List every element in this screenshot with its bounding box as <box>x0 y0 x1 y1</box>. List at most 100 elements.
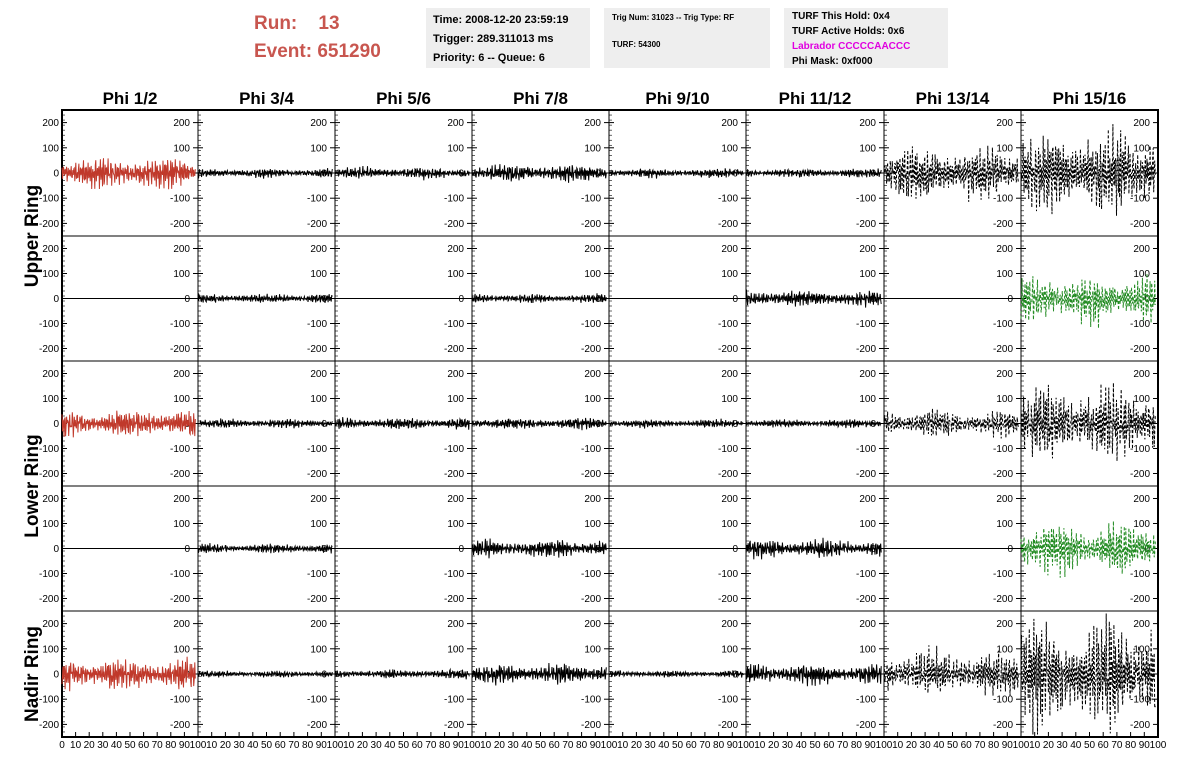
y-tick-label: -200 <box>39 469 59 480</box>
waveform-series <box>197 670 333 678</box>
y-tick-label: 100 <box>173 644 190 655</box>
y-tick-label: 100 <box>721 644 738 655</box>
event-value: 651290 <box>317 41 381 62</box>
x-tick-label: 20 <box>220 740 232 751</box>
y-tick-label: -100 <box>581 194 601 205</box>
waveform-series <box>1020 613 1156 735</box>
x-tick-label: 40 <box>247 740 259 751</box>
run-value: 13 <box>318 13 340 34</box>
y-tick-label: -200 <box>39 344 59 355</box>
turf-text: TURF: 54300 <box>612 40 661 49</box>
waveform-series <box>1020 382 1156 462</box>
x-tick-label: 100 <box>1013 740 1030 751</box>
y-tick-label: 200 <box>996 369 1013 380</box>
y-tick-label: -200 <box>1130 469 1150 480</box>
y-tick-label: 100 <box>42 143 59 154</box>
run-row: Run: 13 <box>254 10 381 38</box>
y-tick-label: -100 <box>170 695 190 706</box>
y-tick-label: -100 <box>718 444 738 455</box>
y-tick-label: -200 <box>170 219 190 230</box>
x-tick-label: 80 <box>302 740 314 751</box>
row-label: Upper Ring <box>22 185 43 287</box>
y-tick-label: -100 <box>993 194 1013 205</box>
waveform-series <box>471 293 607 304</box>
y-tick-label: 100 <box>859 394 876 405</box>
x-tick-label: 30 <box>234 740 246 751</box>
y-tick-label: 200 <box>1133 494 1150 505</box>
x-tick-label: 20 <box>494 740 506 751</box>
y-tick-label: -100 <box>581 569 601 580</box>
y-tick-label: -100 <box>444 695 464 706</box>
y-tick-label: 200 <box>447 369 464 380</box>
y-tick-label: -100 <box>307 319 327 330</box>
y-tick-label: 0 <box>1144 544 1150 555</box>
x-tick-label: 70 <box>288 740 300 751</box>
y-tick-label: 100 <box>310 644 327 655</box>
y-tick-label: -200 <box>444 594 464 605</box>
y-tick-label: -100 <box>39 695 59 706</box>
y-tick-label: 100 <box>996 269 1013 280</box>
x-tick-label: 90 <box>1139 740 1151 751</box>
y-tick-label: 200 <box>42 369 59 380</box>
y-tick-label: -100 <box>170 319 190 330</box>
y-tick-label: 100 <box>42 644 59 655</box>
waveform-series <box>745 168 882 178</box>
y-tick-label: -100 <box>1130 695 1150 706</box>
x-tick-label: 10 <box>206 740 218 751</box>
y-tick-label: -100 <box>170 194 190 205</box>
x-tick-label: 30 <box>371 740 383 751</box>
y-tick-label: -100 <box>718 319 738 330</box>
y-tick-label: -200 <box>307 720 327 731</box>
x-tick-label: 60 <box>823 740 835 751</box>
y-tick-label: -200 <box>170 594 190 605</box>
y-tick-label: 200 <box>584 369 601 380</box>
y-tick-label: 200 <box>1133 369 1150 380</box>
x-tick-label: 20 <box>768 740 780 751</box>
y-tick-label: -200 <box>1130 219 1150 230</box>
y-tick-label: -100 <box>993 569 1013 580</box>
y-tick-label: -100 <box>1130 194 1150 205</box>
y-tick-label: -100 <box>718 194 738 205</box>
x-tick-label: 30 <box>97 740 109 751</box>
y-tick-label: -100 <box>1130 569 1150 580</box>
y-tick-label: 200 <box>859 118 876 129</box>
y-tick-label: -200 <box>718 344 738 355</box>
y-tick-label: 200 <box>996 244 1013 255</box>
waveform-series <box>334 417 470 430</box>
x-tick-label: 20 <box>631 740 643 751</box>
x-tick-label: 60 <box>412 740 424 751</box>
x-tick-label: 90 <box>865 740 877 751</box>
x-tick-label: 10 <box>617 740 629 751</box>
y-tick-label: -100 <box>856 319 876 330</box>
turf-active-holds-text: TURF Active Holds: 0x6 <box>792 26 905 37</box>
y-tick-label: -200 <box>39 720 59 731</box>
y-tick-label: 200 <box>310 619 327 630</box>
y-tick-label: 200 <box>447 118 464 129</box>
event-row: Event: 651290 <box>254 38 381 66</box>
y-tick-label: 100 <box>447 394 464 405</box>
waveform-series <box>61 656 196 692</box>
y-tick-label: 200 <box>42 118 59 129</box>
y-tick-label: 200 <box>173 118 190 129</box>
y-tick-label: 200 <box>173 494 190 505</box>
y-tick-label: -200 <box>444 344 464 355</box>
y-tick-label: -200 <box>170 344 190 355</box>
y-tick-label: -100 <box>993 695 1013 706</box>
y-tick-label: 100 <box>173 269 190 280</box>
x-tick-label: 40 <box>384 740 396 751</box>
x-tick-label: 50 <box>672 740 684 751</box>
waveform-series <box>471 164 607 183</box>
waveform-series <box>883 408 1019 439</box>
x-tick-label: 90 <box>453 740 465 751</box>
x-tick-label: 50 <box>398 740 410 751</box>
x-tick-label: 20 <box>1043 740 1055 751</box>
y-tick-label: 200 <box>42 494 59 505</box>
y-tick-label: 100 <box>584 143 601 154</box>
x-tick-label: 10 <box>343 740 355 751</box>
x-tick-label: 20 <box>906 740 918 751</box>
run-event-header: Run: 13 Event: 651290 <box>254 10 381 66</box>
y-tick-label: 200 <box>721 244 738 255</box>
x-tick-label: 100 <box>327 740 344 751</box>
y-tick-label: 0 <box>53 670 59 681</box>
